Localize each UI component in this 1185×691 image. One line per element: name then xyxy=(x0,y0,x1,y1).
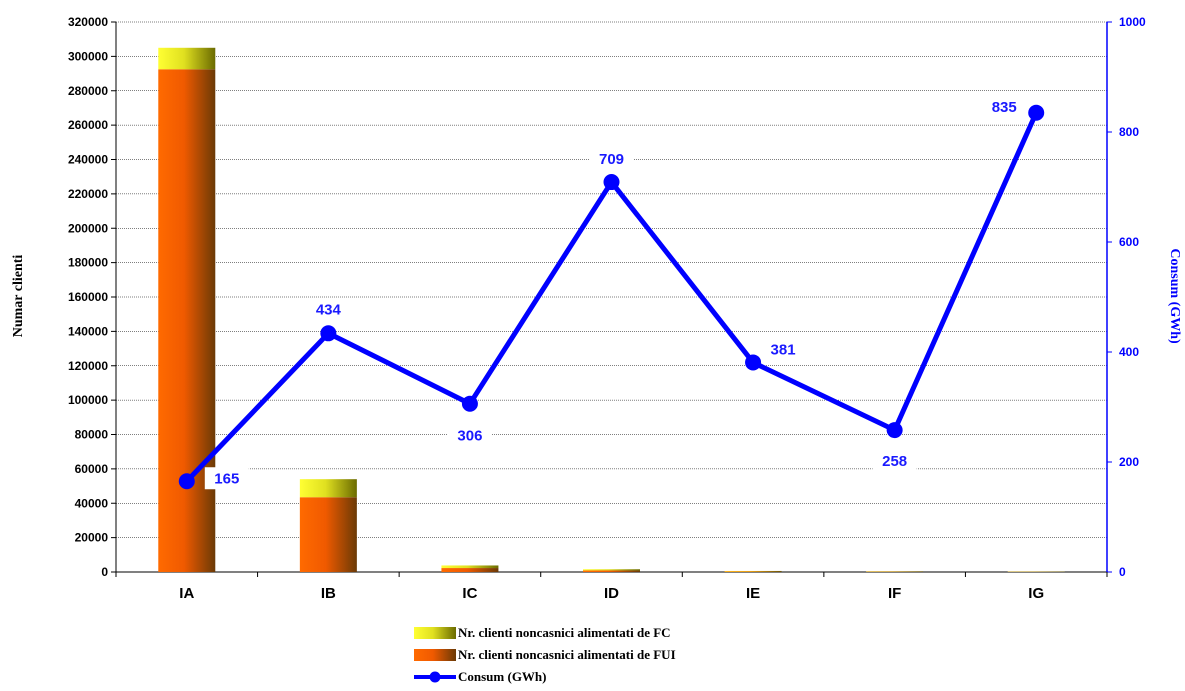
right-tick-label: 400 xyxy=(1119,345,1139,359)
right-tick-label: 600 xyxy=(1119,235,1139,249)
labels: 0 20000 40000 60000 80000 100000 120000 140000 1… xyxy=(68,15,1146,602)
consum-point xyxy=(461,395,478,412)
data-label-bg xyxy=(761,338,806,361)
consum-data-label: 165 xyxy=(214,470,239,487)
left-tick-label: 100000 xyxy=(68,393,108,407)
combo-chart: 0 20000 40000 60000 80000 100000 120000 140000 1… xyxy=(11,15,1182,602)
legend-item-consum: Consum (GWh) xyxy=(414,666,676,688)
left-tick-label: 160000 xyxy=(68,290,108,304)
consum-data-label: 381 xyxy=(771,341,796,358)
left-tick-label: 140000 xyxy=(68,324,108,338)
bar-fc xyxy=(724,570,782,572)
left-axis-title: Numar clienti xyxy=(11,255,26,338)
left-tick-label: 20000 xyxy=(75,531,109,545)
left-tick-label: 200000 xyxy=(68,221,108,235)
legend-label-consum: Consum (GWh) xyxy=(458,669,547,684)
right-axis-title: Consum (GWh) xyxy=(1167,248,1182,344)
gridlines xyxy=(116,21,1107,538)
consum-point xyxy=(603,174,620,191)
bar-fui xyxy=(441,568,499,572)
consum-line xyxy=(178,104,1045,490)
left-tick-label: 40000 xyxy=(75,496,109,510)
data-label-bg xyxy=(589,148,634,171)
category-label: IG xyxy=(1028,585,1044,602)
right-tick-label: 0 xyxy=(1119,565,1126,579)
legend-swatch-consum xyxy=(414,671,456,683)
left-tick-label: 60000 xyxy=(75,462,109,476)
axes xyxy=(111,21,1112,577)
bar-fui xyxy=(158,69,216,572)
data-label-bg xyxy=(982,95,1027,118)
category-label: IC xyxy=(462,585,477,602)
left-tick-label: 120000 xyxy=(68,359,108,373)
bars xyxy=(158,47,1065,572)
legend-label-fui: Nr. clienti noncasnici alimentati de FUI xyxy=(458,647,676,662)
consum-data-label: 434 xyxy=(316,301,342,318)
left-tick-label: 0 xyxy=(101,565,108,579)
bar-fui xyxy=(724,571,782,572)
data-label-bg xyxy=(306,298,351,321)
consum-point xyxy=(1028,104,1045,121)
category-label: IA xyxy=(179,585,194,602)
left-tick-label: 220000 xyxy=(68,187,108,201)
category-label: IF xyxy=(888,585,901,602)
left-tick-label: 240000 xyxy=(68,153,108,167)
category-label: IE xyxy=(746,585,760,602)
legend-item-fui: Nr. clienti noncasnici alimentati de FUI xyxy=(414,644,676,666)
bar-fc xyxy=(299,479,357,498)
consum-data-label: 709 xyxy=(599,151,624,168)
legend-item-fc: Nr. clienti noncasnici alimentati de FC xyxy=(414,622,676,644)
consum-point xyxy=(886,422,903,439)
left-tick-label: 260000 xyxy=(68,118,108,132)
consum-data-label: 835 xyxy=(992,99,1017,116)
right-tick-label: 800 xyxy=(1119,125,1139,139)
left-tick-label: 300000 xyxy=(68,49,108,63)
right-tick-label: 200 xyxy=(1119,455,1139,469)
left-tick-label: 180000 xyxy=(68,256,108,270)
category-label: IB xyxy=(321,585,336,602)
left-tick-label: 280000 xyxy=(68,84,108,98)
consum-point xyxy=(320,325,337,342)
bar-fc xyxy=(158,47,216,70)
data-label-bg xyxy=(872,450,917,473)
data-label-bg xyxy=(447,424,492,447)
bar-fc xyxy=(441,565,499,569)
legend-label-fc: Nr. clienti noncasnici alimentati de FC xyxy=(458,625,671,640)
category-label: ID xyxy=(604,585,619,602)
consum-point xyxy=(745,354,762,371)
bar-fc xyxy=(583,569,640,571)
legend: Nr. clienti noncasnici alimentati de FC … xyxy=(414,622,676,688)
bar-fui xyxy=(299,497,357,572)
legend-swatch-fui xyxy=(414,649,456,661)
legend-swatch-fc xyxy=(414,627,456,639)
data-label-bg xyxy=(204,467,249,490)
left-tick-label: 320000 xyxy=(68,15,108,29)
consum-point xyxy=(178,473,195,490)
left-tick-label: 80000 xyxy=(75,428,109,442)
bar-fui xyxy=(583,570,640,572)
right-tick-label: 1000 xyxy=(1119,15,1146,29)
consum-data-label: 258 xyxy=(882,453,907,470)
consum-data-label: 306 xyxy=(457,428,482,445)
